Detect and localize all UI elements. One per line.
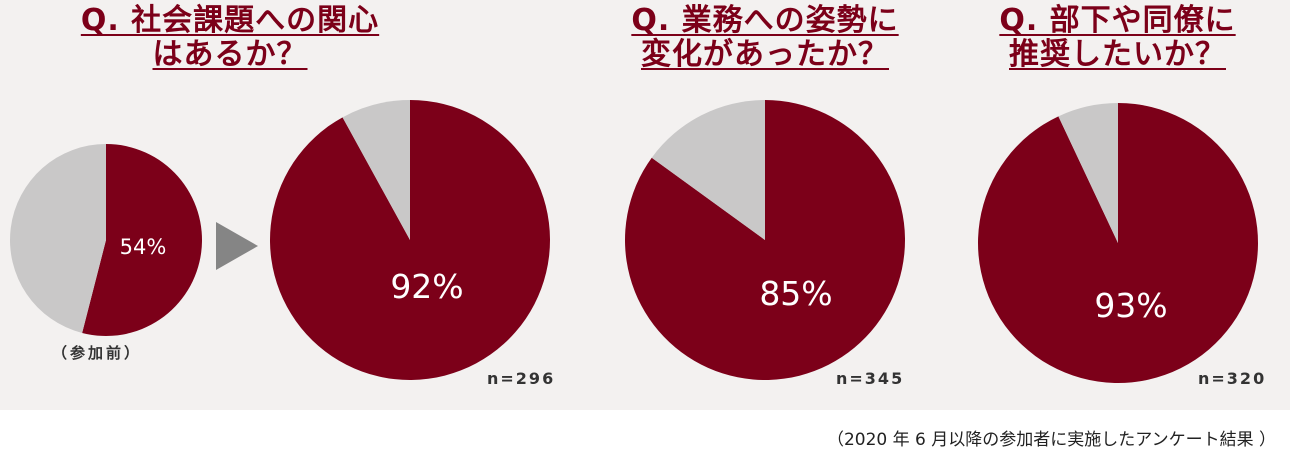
question-title-line: 変化があったか？ <box>641 37 889 72</box>
pie-slice-other <box>1058 103 1118 243</box>
pie-slice-positive <box>269 100 550 381</box>
question-title-line: Q. 業務への姿勢に <box>631 3 899 38</box>
pie-slice-positive <box>977 103 1258 384</box>
question-title-line: はあるか？ <box>152 37 308 72</box>
pie-percentage-label: 54% <box>120 235 167 259</box>
question-title-line: 推奨したいか？ <box>1009 37 1226 72</box>
question-title-line: Q. 社会課題への関心 <box>80 3 380 38</box>
before-participation-label: （参加前） <box>52 344 143 362</box>
question-title-line: Q. 部下や同僚に <box>999 3 1236 38</box>
sample-size-label: n=320 <box>1198 369 1267 388</box>
pie-work-attitude: 85% <box>625 100 906 380</box>
pie-percentage-label: 93% <box>1094 286 1167 325</box>
pie-recommend: 93% <box>977 103 1258 384</box>
sample-size-label: n=345 <box>836 369 905 388</box>
survey-footnote: （2020 年 6 月以降の参加者に実施したアンケート結果 ） <box>826 430 1276 450</box>
pie-slice-other <box>651 100 765 240</box>
sample-size-label: n=296 <box>487 369 556 388</box>
pie-before: 54% <box>10 144 203 337</box>
pie-slice-positive <box>82 144 203 337</box>
question-title-recommend: Q. 部下や同僚に 推奨したいか？ <box>955 4 1280 72</box>
pie-slice-other <box>10 144 106 333</box>
pie-percentage-label: 85% <box>759 274 832 313</box>
pie-charts-svg: 54% 92% 85% 93% <box>10 100 1258 384</box>
pie-percentage-label: 92% <box>390 267 463 306</box>
survey-panel: Q. 社会課題への関心 はあるか？ Q. 業務への姿勢に 変化があったか？ Q.… <box>0 0 1290 410</box>
triangle-right-icon <box>216 222 258 270</box>
question-title-social-interest: Q. 社会課題への関心 はあるか？ <box>40 4 420 72</box>
pie-slice-other <box>342 100 410 240</box>
question-title-work-attitude: Q. 業務への姿勢に 変化があったか？ <box>580 4 950 72</box>
pie-social-interest: 92% <box>269 100 550 381</box>
